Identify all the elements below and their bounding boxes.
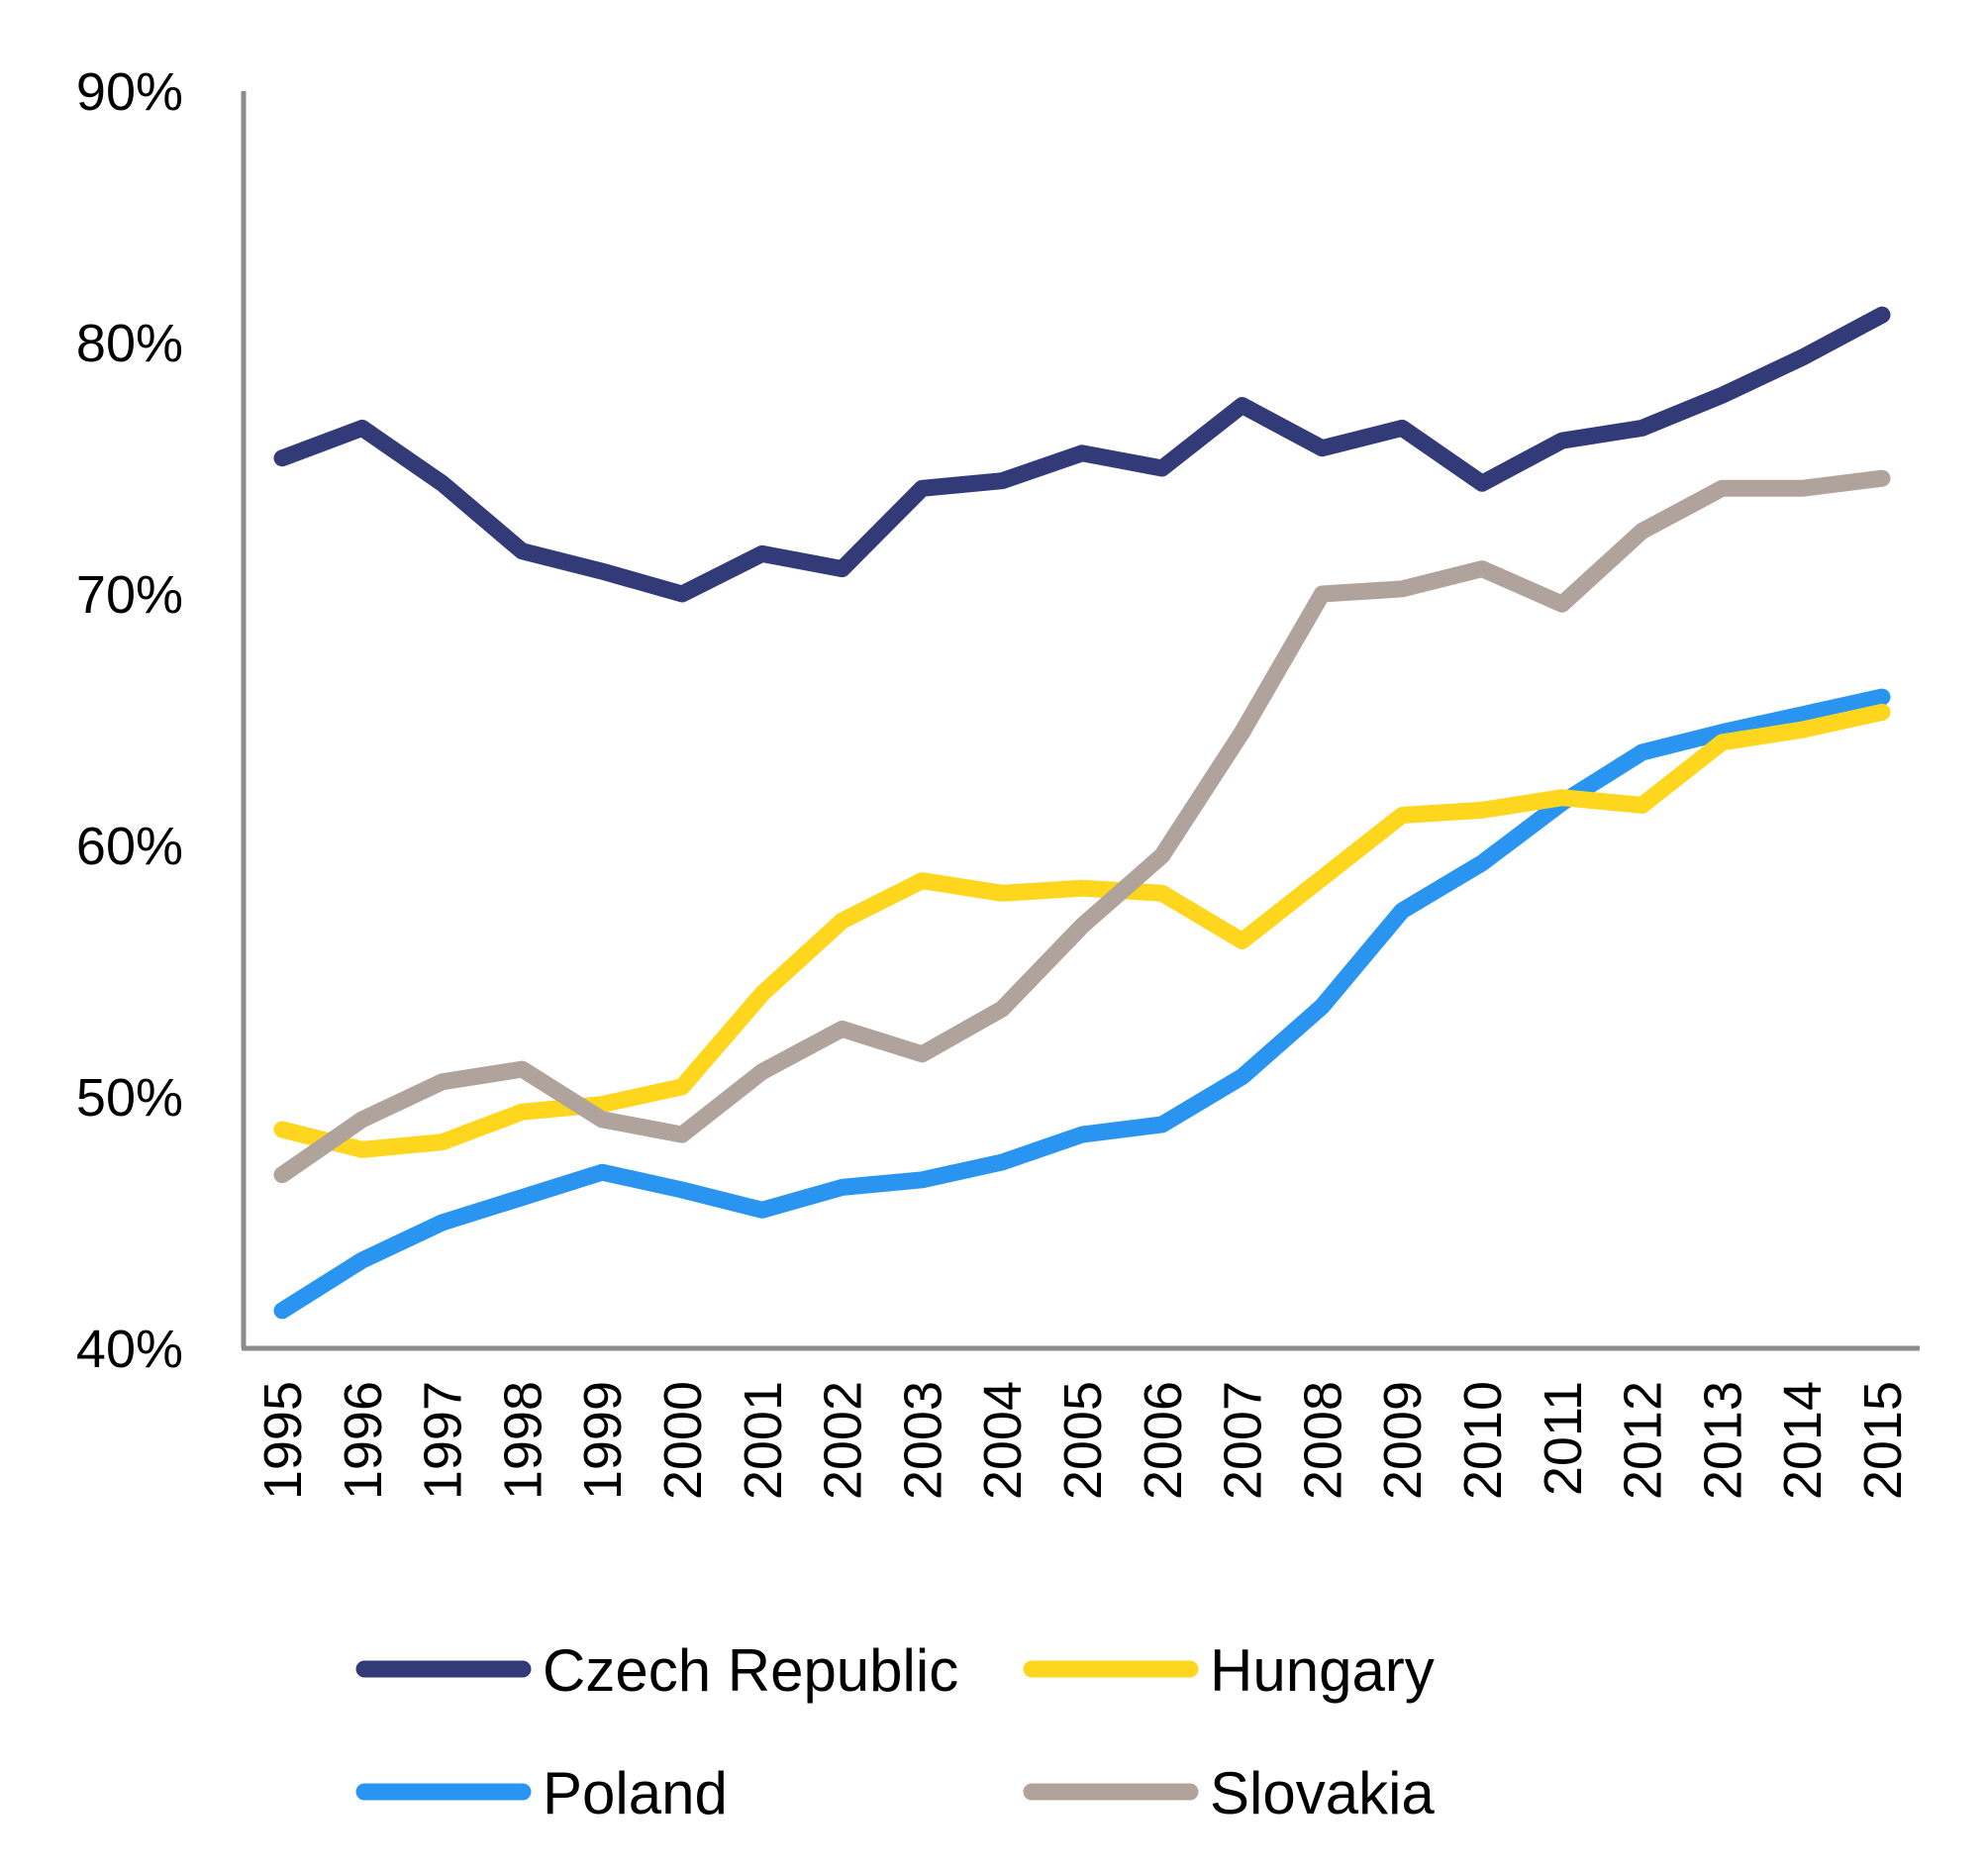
x-tick-label: 2007	[1214, 1381, 1273, 1500]
x-tick-label: 1998	[493, 1381, 552, 1500]
x-tick-label: 2014	[1773, 1381, 1833, 1500]
x-tick-label: 2011	[1534, 1381, 1593, 1496]
x-tick-label: 2005	[1053, 1381, 1113, 1500]
legend-label: Hungary	[1210, 1637, 1435, 1704]
legend-label: Czech Republic	[543, 1637, 958, 1704]
legend-label: Slovakia	[1210, 1760, 1435, 1826]
legend-item-poland: Poland	[355, 1760, 728, 1826]
y-tick-label: 40%	[76, 1320, 183, 1379]
x-tick-label: 2002	[814, 1381, 873, 1500]
y-tick-label: 90%	[76, 62, 183, 122]
series-line-czech-republic	[273, 306, 1891, 603]
x-tick-label: 1995	[253, 1381, 313, 1500]
y-axis-tick-labels: 40% 50% 60% 70% 80% 90%	[76, 62, 183, 1379]
y-tick-label: 70%	[76, 565, 183, 625]
x-tick-label: 1996	[334, 1381, 393, 1500]
x-tick-label: 2008	[1293, 1381, 1352, 1500]
x-tick-label: 2013	[1693, 1381, 1752, 1500]
x-axis-tick-labels: 1995 1996 1997 1998 1999 2000 2001 2002 2003 2004…	[253, 1381, 1913, 1500]
legend-label: Poland	[543, 1760, 728, 1826]
x-tick-label: 2012	[1614, 1381, 1673, 1500]
series-line-slovakia	[273, 469, 1891, 1184]
series-line-poland	[273, 688, 1891, 1320]
x-tick-label: 2010	[1453, 1381, 1513, 1500]
x-tick-label: 2015	[1853, 1381, 1913, 1500]
legend-item-slovakia: Slovakia	[1023, 1760, 1435, 1826]
x-tick-label: 1997	[414, 1381, 473, 1500]
y-tick-label: 50%	[76, 1068, 183, 1128]
x-tick-label: 2001	[734, 1381, 793, 1500]
legend-item-hungary: Hungary	[1023, 1637, 1435, 1704]
legend-item-czech-republic: Czech Republic	[355, 1637, 958, 1704]
x-tick-label: 2009	[1373, 1381, 1433, 1500]
series-line-hungary	[273, 703, 1891, 1158]
series-lines	[273, 306, 1891, 1320]
y-tick-label: 80%	[76, 314, 183, 373]
x-tick-label: 2006	[1134, 1381, 1193, 1500]
x-tick-label: 2003	[893, 1381, 952, 1500]
x-tick-label: 2000	[653, 1381, 713, 1500]
legend: Czech Republic Hungary Poland Slovakia	[355, 1637, 1435, 1826]
x-tick-label: 1999	[573, 1381, 633, 1500]
y-tick-label: 60%	[76, 817, 183, 876]
x-tick-label: 2004	[973, 1381, 1033, 1500]
